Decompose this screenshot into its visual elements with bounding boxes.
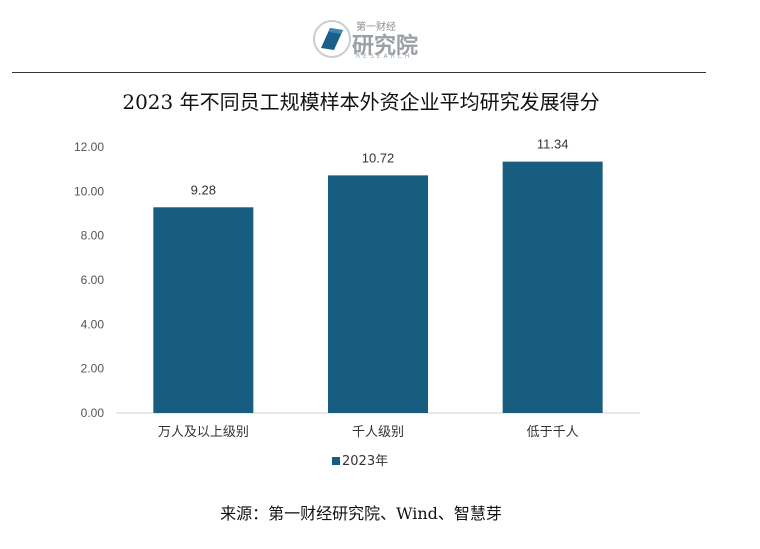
bar	[328, 175, 428, 413]
y-axis: 0.00 2.00 4.00 6.00 8.00 10.00 12.00	[74, 140, 104, 420]
y-tick-label: 6.00	[81, 273, 105, 287]
data-label: 10.72	[362, 150, 395, 165]
logo: 第一财经 研究院 RESEARCH	[312, 16, 422, 62]
bars-group: 9.28 10.72 11.34	[153, 137, 603, 413]
y-tick-label: 2.00	[81, 362, 105, 376]
x-axis-labels: 万人及以上级别 千人级别 低于千人	[158, 425, 579, 440]
y-tick-label: 4.00	[81, 317, 105, 331]
header-divider	[12, 72, 706, 73]
data-label: 11.34	[537, 137, 569, 152]
chart-title: 2023 年不同员工规模样本外资企业平均研究发展得分	[122, 90, 600, 114]
logo-small-text: 第一财经	[356, 22, 396, 33]
bar	[502, 161, 603, 413]
logo-main-text: 研究院	[352, 34, 419, 59]
x-tick-label: 万人及以上级别	[158, 425, 249, 440]
bar	[153, 207, 254, 413]
legend-swatch	[332, 457, 340, 465]
logo-sub-text: RESEARCH	[356, 53, 413, 60]
y-tick-label: 0.00	[81, 406, 105, 420]
bar-chart: 0.00 2.00 4.00 6.00 8.00 10.00 12.00 9.28 10.72…	[74, 137, 640, 469]
y-tick-label: 8.00	[81, 229, 105, 243]
legend: 2023年	[332, 454, 388, 469]
logo-book-icon	[313, 20, 351, 58]
x-tick-label: 千人级别	[352, 425, 404, 440]
x-tick-label: 低于千人	[527, 425, 579, 440]
y-tick-label: 12.00	[74, 140, 104, 154]
data-label: 9.28	[191, 182, 216, 197]
y-tick-label: 10.00	[74, 184, 104, 198]
legend-label: 2023年	[342, 454, 388, 469]
source-note: 来源：第一财经研究院、Wind、智慧芽	[220, 504, 502, 523]
